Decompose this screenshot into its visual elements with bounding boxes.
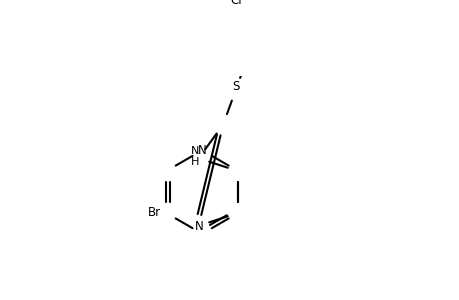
Text: Cl: Cl: [230, 0, 242, 8]
Text: N
H: N H: [190, 146, 199, 167]
Text: S: S: [232, 80, 239, 93]
Text: N: N: [197, 144, 206, 157]
Text: Br: Br: [148, 206, 161, 219]
Text: N: N: [195, 220, 203, 233]
